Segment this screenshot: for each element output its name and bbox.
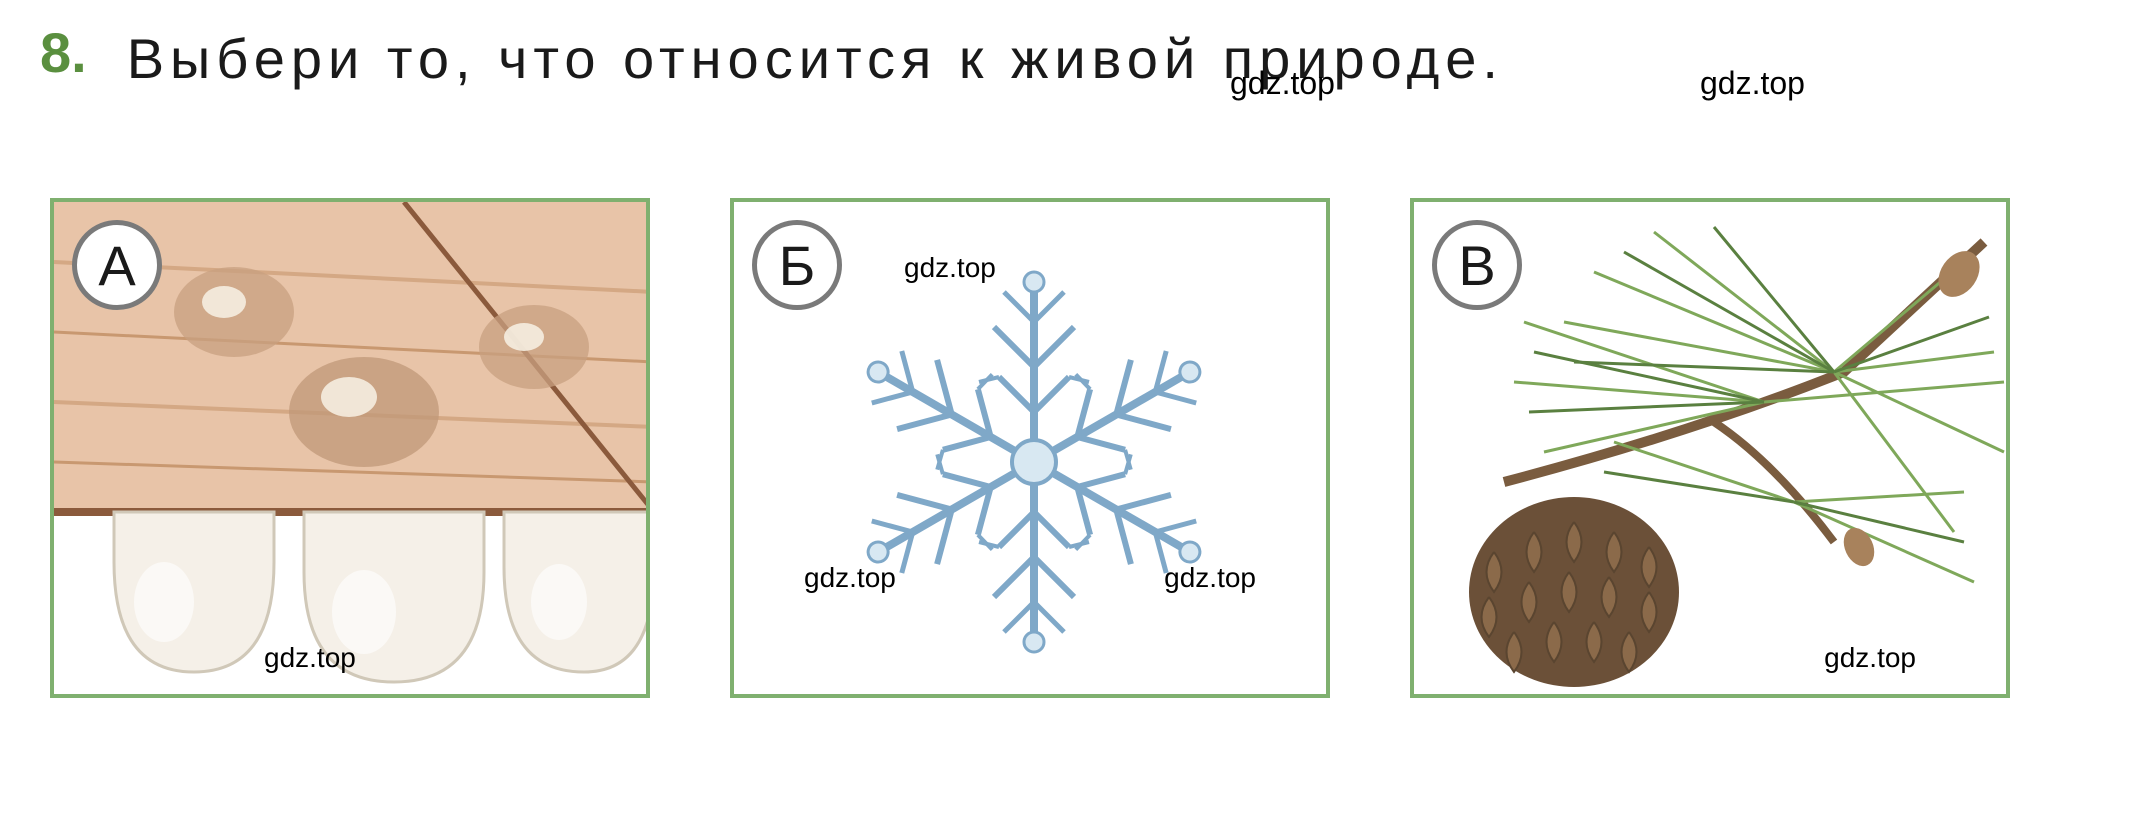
option-label-v: В [1432,220,1522,310]
watermark-text: gdz.top [264,642,356,674]
options-container: А [40,198,2098,698]
option-card-a[interactable]: А [50,198,650,698]
watermark-text: gdz.top [1824,642,1916,674]
option-label-a: А [72,220,162,310]
watermark-text: gdz.top [1164,562,1256,594]
question-number: 8. [40,20,87,85]
option-card-v[interactable]: В [1410,198,2010,698]
watermark-text: gdz.top [1230,65,1335,102]
watermark-text: gdz.top [904,252,996,284]
watermark-text: gdz.top [804,562,896,594]
watermark-text: gdz.top [1700,65,1805,102]
option-label-b: Б [752,220,842,310]
option-card-b[interactable]: Б [730,198,1330,698]
